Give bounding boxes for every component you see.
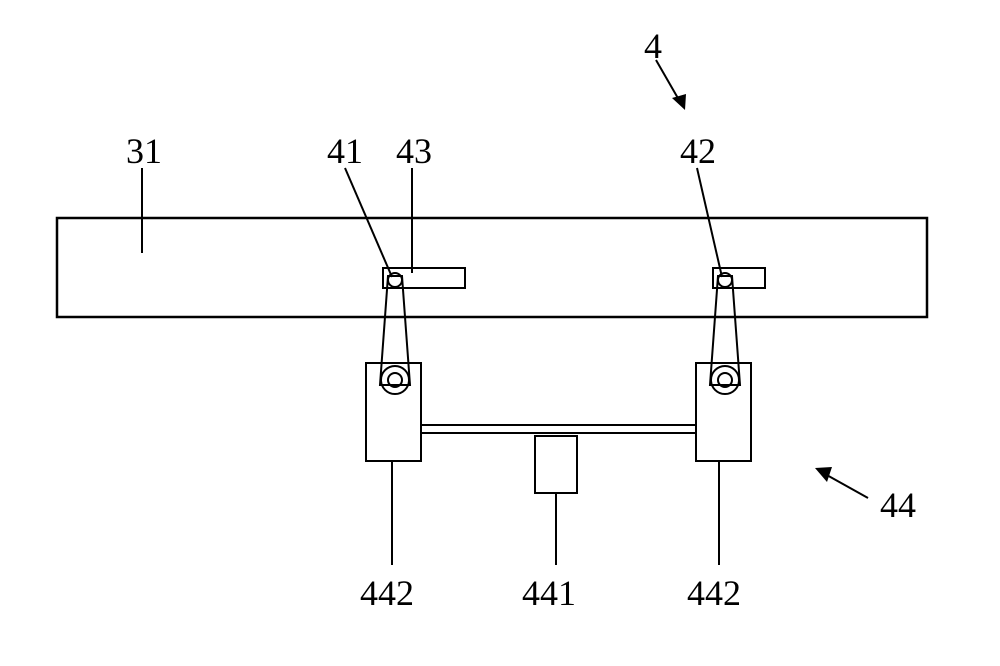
right-block-442 bbox=[696, 363, 751, 461]
left-link-trapezoid bbox=[380, 276, 410, 385]
left-small-rect-43 bbox=[383, 268, 465, 288]
motor-block-441 bbox=[535, 436, 577, 493]
label-442-left: 442 bbox=[360, 572, 414, 614]
connector-bar bbox=[421, 425, 696, 433]
label-31: 31 bbox=[126, 130, 162, 172]
left-bottom-pulley bbox=[381, 366, 409, 394]
arrow-44-shaft bbox=[825, 474, 868, 498]
arrow-4-head bbox=[672, 94, 686, 110]
right-link-trapezoid bbox=[710, 276, 740, 385]
label-44: 44 bbox=[880, 484, 916, 526]
label-441: 441 bbox=[522, 572, 576, 614]
label-41: 41 bbox=[327, 130, 363, 172]
left-block-442 bbox=[366, 363, 421, 461]
label-4: 4 bbox=[644, 25, 662, 67]
main-rect-31 bbox=[57, 218, 927, 317]
label-42: 42 bbox=[680, 130, 716, 172]
label-442-right: 442 bbox=[687, 572, 741, 614]
label-43: 43 bbox=[396, 130, 432, 172]
leader-42 bbox=[697, 168, 722, 277]
leader-41 bbox=[345, 168, 392, 277]
right-bottom-pulley bbox=[711, 366, 739, 394]
diagram-container: 31 41 43 4 42 44 442 441 442 bbox=[0, 0, 1000, 661]
diagram-svg bbox=[0, 0, 1000, 661]
arrow-44-head bbox=[815, 467, 832, 482]
